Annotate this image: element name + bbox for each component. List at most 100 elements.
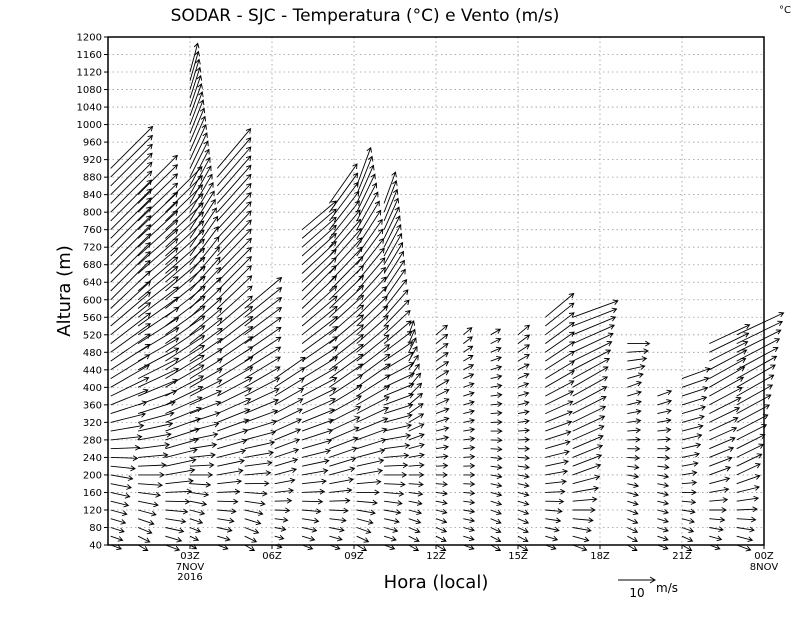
wind-vector [408,442,425,450]
wind-vector [301,418,335,432]
wind-vector [189,198,216,239]
wind-vector [110,323,151,353]
wind-vector [463,409,475,415]
wind-vector [356,489,380,496]
wind-vector [463,535,475,542]
wind-vector [137,357,180,380]
wind-profile-column [627,340,651,551]
wind-vector [490,527,502,534]
wind-vector [736,485,760,493]
y-tick-label: 400 [83,383,102,394]
x-tick-label: 21Z [672,551,692,562]
wind-vector [356,324,390,353]
wind-vector [572,405,607,423]
wind-vector [137,173,179,213]
wind-vector [545,459,569,467]
wind-vector [189,256,221,292]
wind-vector [517,509,530,516]
wind-vector [189,390,222,406]
wind-vector [165,375,205,397]
wind-vector [301,305,338,336]
wind-vector [681,470,698,476]
wind-vector [383,268,406,301]
wind-vector [216,275,253,309]
wind-vector [572,395,607,415]
wind-vector [681,405,707,415]
wind-vector [435,398,450,406]
wind-vector [329,163,358,204]
wind-vector [356,518,374,525]
wind-vector [709,446,735,458]
wind-vector [383,278,408,309]
wind-vector [545,370,575,388]
wind-vector [356,286,388,318]
wind-vector [189,535,200,542]
wind-profile-column [681,367,711,551]
wind-vector [165,345,206,371]
wind-vector [435,518,448,524]
wind-vector [408,500,423,506]
wind-vector [657,417,672,424]
y-tick-label: 1120 [77,68,102,79]
wind-vector [627,340,651,347]
wind-vector [216,237,252,274]
wind-vector [356,164,375,204]
wind-vector [274,516,289,523]
wind-vector [545,400,574,415]
wind-vector [110,143,153,187]
wind-vector [490,535,502,543]
wind-vector [709,456,733,467]
wind-vector [329,255,364,292]
wind-vector [189,58,201,90]
wind-vector [189,527,202,533]
wind-vector [490,365,503,371]
wind-vector [189,276,222,309]
wind-vector [545,360,575,379]
wind-vector [356,468,384,476]
wind-vector [435,324,448,336]
wind-vector [383,527,399,533]
wind-vector [681,535,694,543]
y-tick-label: 80 [89,523,102,534]
wind-profile-column [517,324,531,551]
wind-vector [517,372,530,380]
wind-vector [657,455,671,461]
wind-vector [463,472,476,478]
wind-vector [383,223,402,257]
wind-vector [356,182,378,222]
wind-vector [709,526,724,533]
wind-vector [137,182,179,222]
wind-vector [165,184,204,222]
wind-vector [217,428,249,441]
wind-vector [681,386,709,397]
wind-vector [435,435,450,441]
wind-vector [572,324,616,345]
wind-vector [356,406,390,423]
wind-vector [110,535,124,542]
wind-vector [274,398,304,414]
wind-vector [627,445,641,452]
wind-vector [244,518,262,526]
wind-vector [329,466,356,476]
wind-vector [356,535,370,543]
wind-vector [384,423,413,432]
wind-vector [490,446,503,453]
wind-vector [110,343,151,371]
wind-vector [329,526,345,533]
wind-vector [110,411,147,423]
wind-vector [545,535,559,542]
wind-vector [110,215,152,257]
wind-vector [110,434,143,441]
wind-vector [137,317,180,344]
wind-vector [244,277,283,309]
wind-vector [657,399,673,406]
wind-vector [244,429,277,441]
y-tick-label: 200 [83,470,102,481]
wind-vector [189,91,204,125]
wind-vector [490,337,502,345]
wind-vector [545,331,575,353]
wind-vector [709,357,747,379]
wind-vector [137,337,180,362]
wind-vector [137,154,178,196]
wind-vector [244,326,282,353]
